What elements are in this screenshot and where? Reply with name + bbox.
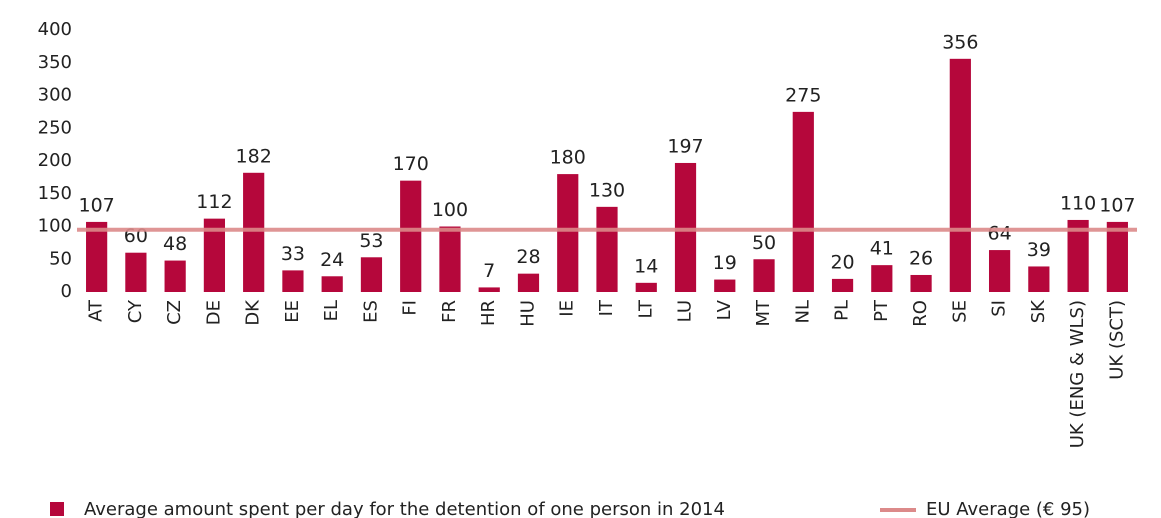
x-tick-label: AT <box>86 299 107 322</box>
x-tick-label: SK <box>1028 299 1049 323</box>
data-label: 275 <box>785 84 821 106</box>
data-label: 197 <box>667 135 703 157</box>
x-tick-label: MT <box>753 299 774 327</box>
data-label: 107 <box>1099 194 1135 216</box>
bar <box>714 279 736 292</box>
x-tick-label: EE <box>282 300 303 323</box>
bar <box>949 58 971 292</box>
x-tick-label: IE <box>557 300 578 317</box>
bar <box>1106 221 1128 292</box>
x-tick-label: UK (ENG & WLS) <box>1067 300 1088 448</box>
x-tick-label: DK <box>243 299 264 326</box>
bar <box>674 162 697 292</box>
x-tick-label: SI <box>989 300 1010 317</box>
data-label: 356 <box>942 31 978 53</box>
bar <box>753 259 775 292</box>
data-label: 170 <box>393 153 429 175</box>
x-tick-label: EL <box>321 300 342 321</box>
bar <box>321 276 343 292</box>
data-label: 7 <box>483 260 495 282</box>
bar <box>988 250 1011 292</box>
y-tick-label: 300 <box>38 85 72 106</box>
bar <box>164 260 186 292</box>
y-tick-label: 50 <box>49 248 72 269</box>
data-label: 24 <box>320 249 344 271</box>
data-label: 107 <box>78 194 114 216</box>
x-tick-label: PT <box>871 299 892 322</box>
bar <box>1028 266 1050 292</box>
data-label: 53 <box>359 230 383 252</box>
bar <box>792 111 814 292</box>
data-label: 48 <box>163 233 187 255</box>
data-label: 182 <box>236 145 272 167</box>
bar <box>1067 219 1089 292</box>
x-tick-label: LT <box>635 299 656 319</box>
bar <box>596 206 618 292</box>
y-tick-label: 200 <box>38 150 72 171</box>
x-tick-label: ES <box>360 300 381 323</box>
bar <box>910 274 932 292</box>
x-tick-label: LU <box>675 300 696 322</box>
x-tick-label: HU <box>517 300 538 327</box>
y-tick-label: 150 <box>38 183 72 204</box>
data-label: 64 <box>987 223 1011 245</box>
data-label: 50 <box>752 232 776 254</box>
data-label: 33 <box>281 243 305 265</box>
x-tick-label: HR <box>478 300 499 326</box>
bar <box>439 226 461 292</box>
data-label: 14 <box>634 255 658 277</box>
bar <box>831 278 854 292</box>
x-tick-label: CY <box>125 299 146 323</box>
x-tick-label: LV <box>714 299 735 320</box>
legend-label: EU Average (€ 95) <box>926 499 1090 518</box>
x-tick-label: PL <box>832 300 853 321</box>
data-label: 180 <box>550 147 586 169</box>
data-label: 41 <box>870 238 894 260</box>
x-tick-label: CZ <box>164 300 185 325</box>
x-tick-label: NL <box>792 300 813 324</box>
bar <box>243 172 265 292</box>
data-label: 110 <box>1060 192 1096 214</box>
bar <box>635 282 657 292</box>
data-label: 112 <box>196 191 232 213</box>
bar <box>125 252 147 292</box>
bar <box>871 265 893 292</box>
bar <box>478 287 500 292</box>
x-tick-label: FR <box>439 300 460 323</box>
x-tick-label: SE <box>949 300 970 323</box>
x-tick-label: RO <box>910 300 931 327</box>
y-tick-label: 400 <box>38 19 72 40</box>
legend-label: Average amount spent per day for the det… <box>84 499 725 518</box>
x-tick-label: UK (SCT) <box>1106 300 1127 380</box>
legend-swatch <box>50 502 64 516</box>
data-label: 130 <box>589 179 625 201</box>
data-label: 19 <box>713 252 737 274</box>
data-label: 20 <box>830 251 854 273</box>
bar <box>400 180 422 292</box>
x-tick-label: FI <box>400 300 421 316</box>
y-tick-label: 0 <box>61 281 72 302</box>
bar <box>203 218 226 292</box>
bar <box>557 174 579 292</box>
y-tick-label: 100 <box>38 216 72 237</box>
x-tick-label: IT <box>596 299 617 316</box>
bar <box>360 257 383 292</box>
bar <box>86 221 108 292</box>
data-label: 28 <box>516 246 540 268</box>
data-label: 39 <box>1027 239 1051 261</box>
y-tick-label: 350 <box>38 52 72 73</box>
y-tick-label: 250 <box>38 117 72 138</box>
data-label: 100 <box>432 199 468 221</box>
x-tick-label: DE <box>203 300 224 325</box>
bar <box>282 270 304 292</box>
data-label: 26 <box>909 247 933 269</box>
bar <box>517 273 540 292</box>
